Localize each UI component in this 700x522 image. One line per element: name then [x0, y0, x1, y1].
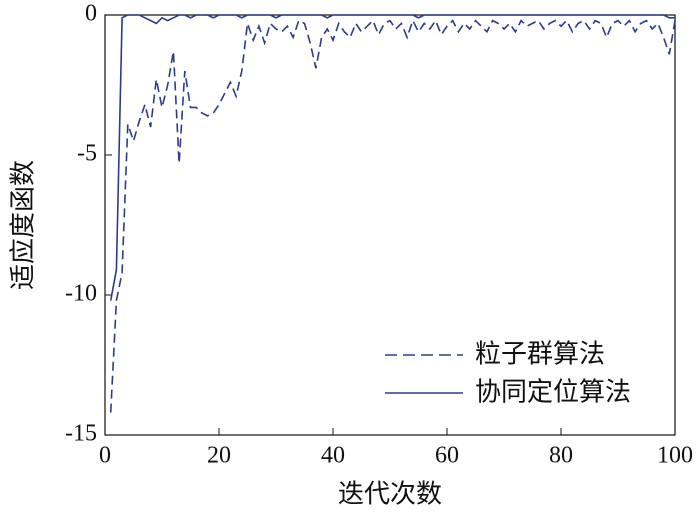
legend-label: 协同定位算法 [475, 378, 631, 408]
x-tick-label: 80 [549, 443, 573, 469]
y-tick-label: -5 [77, 141, 97, 167]
x-tick-label: 100 [657, 443, 693, 469]
x-tick-label: 40 [321, 443, 345, 469]
series-line [109, 18, 676, 413]
y-tick-label: -15 [65, 421, 97, 447]
y-tick-label: -10 [65, 281, 97, 307]
plot-frame [104, 14, 676, 436]
y-axis-label: 适应度函数 [9, 160, 39, 290]
x-tick-label: 60 [435, 443, 459, 469]
series-line [109, 14, 675, 301]
x-tick-label: 20 [207, 443, 231, 469]
x-tick-label: 0 [99, 443, 111, 469]
x-axis-label: 迭代次数 [338, 480, 442, 510]
legend-label: 粒子群算法 [475, 340, 605, 370]
y-tick-label: 0 [85, 1, 97, 27]
